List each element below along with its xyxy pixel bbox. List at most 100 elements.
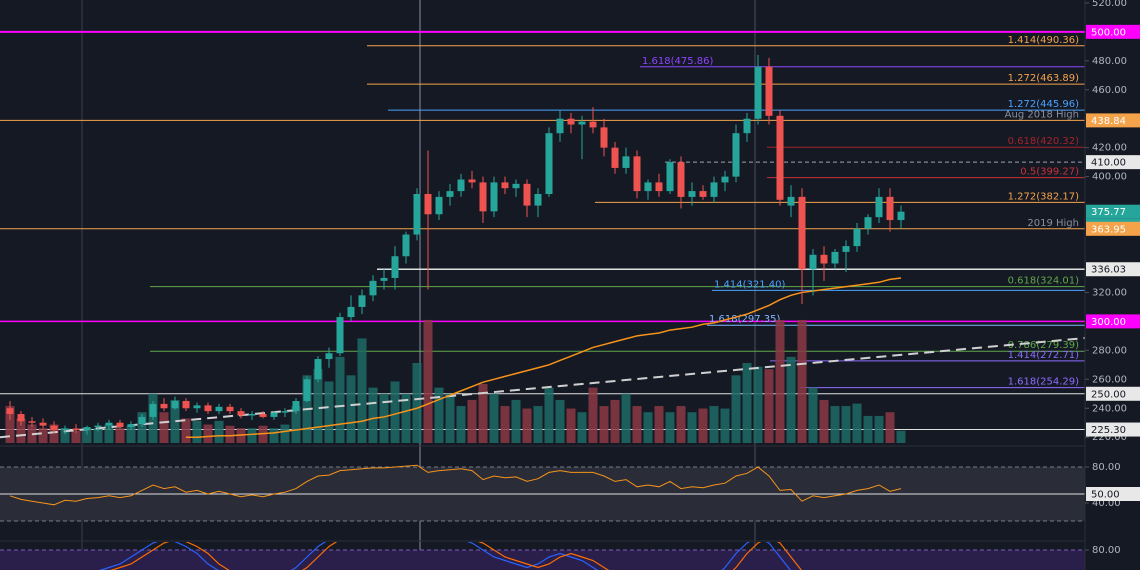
volume-bar [456, 406, 466, 443]
volume-bar [379, 393, 389, 443]
candle-body [138, 416, 146, 425]
y-tick-label: 480.00 [1092, 56, 1127, 67]
volume-bar [214, 420, 224, 443]
volume-bar [49, 424, 59, 443]
volume-bar [819, 399, 829, 443]
rsi-line [9, 464, 902, 506]
candle-body [644, 182, 652, 192]
y-tick-label: 260.00 [1092, 374, 1127, 385]
candle-body [435, 196, 443, 215]
volume-bar [445, 393, 455, 443]
candle-body [325, 353, 333, 360]
volume-bar [632, 406, 642, 443]
volume-bar [170, 399, 180, 443]
candle-body [182, 401, 190, 409]
candle-body [897, 211, 905, 221]
volume-bar [885, 412, 895, 443]
volume-bar [104, 424, 114, 443]
volume-bar [599, 406, 609, 443]
volume-bar [346, 375, 356, 443]
candle-body [611, 147, 619, 168]
candle-body [490, 182, 498, 212]
candle-body [842, 246, 850, 252]
volume-bar [808, 387, 818, 443]
price-label: 300.00 [1091, 317, 1126, 328]
candle-body [699, 191, 707, 197]
price-label: 500.00 [1091, 27, 1126, 38]
candle-body [622, 156, 630, 168]
price-pane: 1.414(490.36) 1.618(475.86) 1.272(463.89) 1… [0, 30, 1085, 443]
candle-body [17, 414, 25, 422]
volume-bar [203, 424, 213, 443]
candle-body [39, 422, 47, 426]
candle-body [655, 182, 663, 192]
y-tick-label: 280.00 [1092, 345, 1127, 356]
candle-body [589, 121, 597, 128]
volume-bar [720, 408, 730, 443]
candle-body [226, 406, 234, 412]
volume-bar [555, 399, 565, 443]
candle-body [292, 401, 300, 412]
candle-body [237, 411, 245, 416]
candle-body [457, 179, 465, 192]
candle-body [358, 295, 366, 307]
volume-bar [478, 383, 488, 443]
volume-bar [126, 425, 136, 443]
volume-bar [753, 366, 763, 443]
volume-bar [610, 399, 620, 443]
volume-bar [522, 408, 532, 443]
level-label: 1.272(463.89) [1008, 73, 1080, 84]
volume-bar [775, 319, 785, 443]
volume-bar [467, 399, 477, 443]
price-label-box [1086, 386, 1140, 401]
stoch-pane [0, 542, 1085, 570]
volume-bar [786, 356, 796, 443]
candle-body [688, 191, 696, 197]
volume-bar [401, 393, 411, 443]
price-axis [1085, 0, 1140, 570]
candle-body [864, 217, 872, 229]
candle-body [413, 193, 421, 235]
volume-bar [489, 393, 499, 443]
candle-body [886, 196, 894, 221]
y-tick-label: 460.00 [1092, 85, 1127, 96]
candle-body [116, 422, 124, 428]
candle-body [545, 133, 553, 194]
candle-body [369, 280, 377, 296]
level-label: Aug 2018 High [1005, 109, 1079, 120]
volume-bar [654, 406, 664, 443]
price-label-box [1086, 221, 1140, 236]
volume-bar [335, 356, 345, 443]
stoch-line [110, 542, 802, 570]
level-label: 1.414(490.36) [1008, 35, 1080, 46]
candle-body [61, 428, 69, 430]
volume-bar [500, 406, 510, 443]
volume-bar [16, 418, 26, 443]
volume-bar [533, 406, 543, 443]
candle-body [248, 414, 256, 416]
volume-bar [511, 399, 521, 443]
candle-body [347, 306, 355, 318]
volume-bar [665, 412, 675, 443]
candle-body [303, 379, 311, 402]
volume-bar [412, 363, 422, 443]
candle-body [28, 421, 36, 423]
volume-bar [544, 387, 554, 443]
volume-bar [698, 408, 708, 443]
volume-bar [280, 424, 290, 443]
candle-body [831, 251, 839, 264]
rsi-midline-label: 50.00 [1091, 490, 1120, 501]
level-label: 1.618(297.35) [709, 314, 781, 325]
candle-body [94, 425, 102, 428]
candle-body [314, 359, 322, 380]
volume-bar [225, 425, 235, 443]
volume-bar [797, 319, 807, 443]
volume-bar [192, 420, 202, 443]
volume-bar [115, 428, 125, 443]
volume-bar [5, 406, 15, 443]
level-label: 1.618(254.29) [1008, 377, 1080, 388]
volume-bar [357, 338, 367, 443]
level-label: 1.272(382.17) [1008, 191, 1080, 202]
y-tick-label: 320.00 [1092, 287, 1127, 298]
price-label: 410.00 [1091, 158, 1126, 169]
